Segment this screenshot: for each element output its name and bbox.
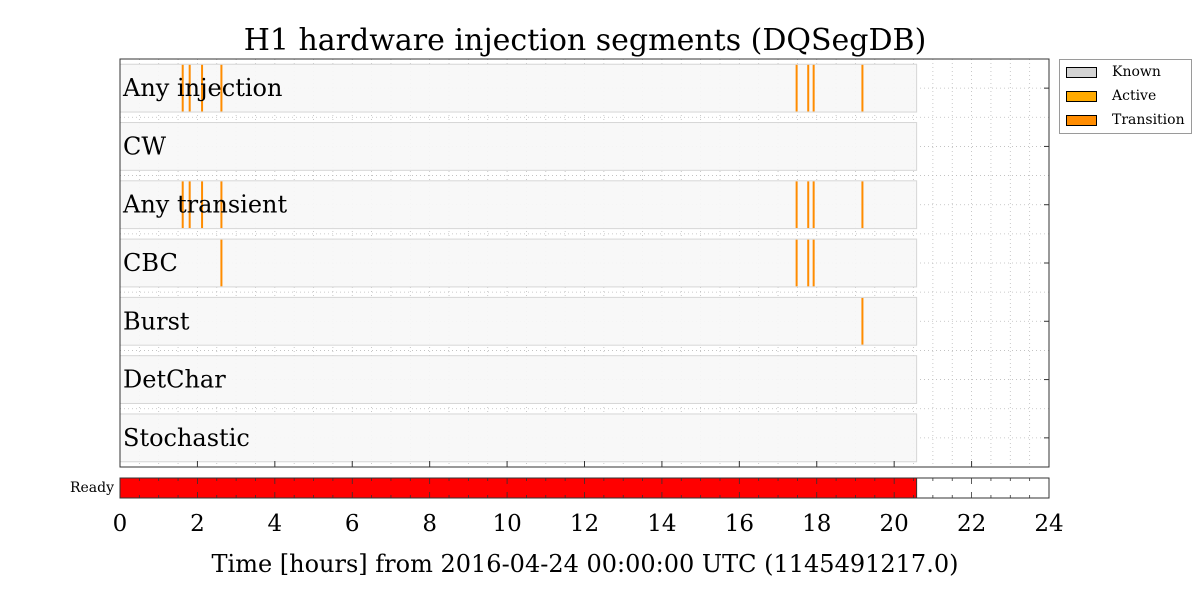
x-tick-label: 12 [570,511,599,537]
x-tick-label: 18 [802,511,831,537]
active-segment [220,64,223,112]
segment-row: Any transient [119,180,1049,230]
known-segment [119,180,918,230]
active-segment [861,297,864,345]
legend: Known Active Transition [1059,59,1192,134]
segment-row: Any injection [119,63,1049,113]
x-tick-label: 22 [957,511,986,537]
active-segment [812,64,815,112]
row-label: CBC [123,249,178,277]
segment-rows: Any injection CW Any transient CBC Burst DetC… [119,63,1049,463]
chart-title: H1 hardware injection segments (DQSegDB) [244,23,927,58]
x-tick-label: 10 [492,511,521,537]
x-tick-label: 14 [647,511,676,537]
segment-row: CW [119,122,1049,171]
legend-swatch-transition [1066,114,1097,126]
active-segment [861,64,864,112]
active-segment [188,64,191,112]
ready-segment [119,477,918,499]
legend-item-known: Known [1066,62,1161,82]
x-tick-label: 4 [268,511,283,537]
legend-swatch-known [1066,66,1097,78]
active-segment [181,64,184,112]
x-tick-label: 6 [345,511,360,537]
known-segment [119,296,918,346]
row-label: CW [123,132,166,160]
legend-item-transition: Transition [1066,110,1185,130]
segment-row: Stochastic [119,413,1049,463]
active-segment [181,181,184,229]
active-segment [807,181,810,229]
known-segment [119,238,918,288]
row-label: Burst [123,307,190,335]
row-label: Any transient [122,191,288,219]
active-segment [807,239,810,287]
known-segment [119,355,918,404]
active-segment [220,239,223,287]
active-segment [795,239,798,287]
known-segment [119,63,918,113]
row-label: DetChar [123,366,226,394]
active-segment [861,181,864,229]
x-axis-label: Time [hours] from 2016-04-24 00:00:00 UT… [212,550,959,578]
state-label: Ready [70,480,114,496]
x-tick-label: 2 [190,511,205,537]
active-segment [201,181,204,229]
x-tick-label: 0 [113,511,128,537]
row-label: Stochastic [123,424,250,452]
legend-label-known: Known [1112,64,1161,80]
active-segment [812,181,815,229]
known-segment [119,122,918,171]
active-segment [795,64,798,112]
legend-label-active: Active [1112,88,1157,104]
x-tick-label: 16 [725,511,754,537]
x-axis-ticks: 0 2 4 6 8 10 12 14 16 18 20 22 24 [113,461,1064,537]
x-tick-label: 8 [422,511,437,537]
active-segment [812,239,815,287]
active-segment [188,181,191,229]
segment-row: CBC [119,238,1049,288]
row-label: Any injection [122,74,282,102]
active-segment [220,181,223,229]
active-segment [795,181,798,229]
active-segment [807,64,810,112]
segment-row: Burst [119,296,1049,346]
legend-swatch-active [1066,90,1097,102]
legend-label-transition: Transition [1112,112,1185,128]
active-segment [201,64,204,112]
x-tick-label: 20 [880,511,909,537]
legend-item-active: Active [1066,86,1156,106]
x-tick-label: 24 [1034,511,1063,537]
known-segment [119,413,918,463]
segment-row: DetChar [119,355,1049,404]
